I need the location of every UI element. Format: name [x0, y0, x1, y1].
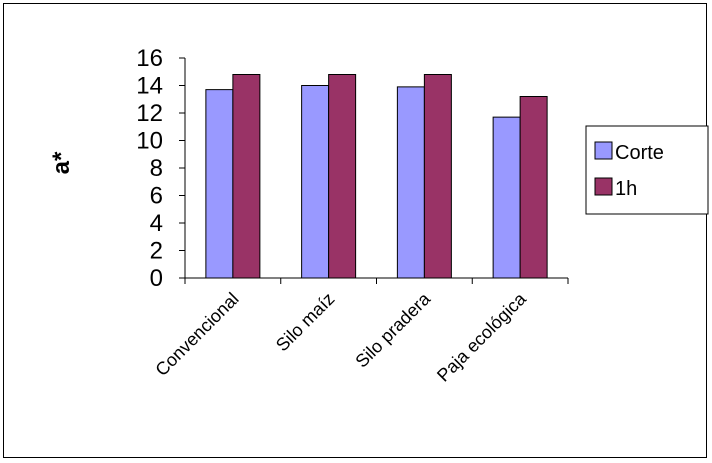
bar-1h-4: [519, 96, 548, 279]
bars-group: [205, 74, 548, 279]
y-tick-label-0: 0: [150, 265, 163, 292]
x-tick-label-2: Silo maíz: [272, 289, 338, 355]
y-axis-label: a*: [48, 151, 75, 174]
bar-corte-1: [205, 89, 234, 279]
bar-1h-3: [423, 74, 452, 279]
y-tick-label-6: 6: [150, 183, 163, 210]
bar-corte-3: [396, 86, 425, 279]
y-tick-label-12: 12: [136, 100, 163, 127]
bar-corte-4: [492, 116, 521, 279]
legend-swatch-1h: [594, 177, 613, 196]
y-tick-label-4: 4: [150, 210, 163, 237]
legend-swatch-corte: [594, 141, 613, 160]
legend: Corte 1h: [585, 125, 709, 215]
x-tick-label-4: Paja ecológica: [433, 288, 531, 386]
y-tick-label-2: 2: [150, 238, 163, 265]
legend-label-1h: 1h: [615, 178, 637, 200]
bar-1h-2: [328, 74, 357, 279]
x-tick-label-3: Silo pradera: [351, 288, 434, 371]
y-tick-label-8: 8: [150, 155, 163, 182]
y-tick-label-10: 10: [136, 128, 163, 155]
bar-corte-2: [301, 85, 330, 279]
legend-box: [585, 125, 709, 215]
x-tick-label-1: Convencional: [151, 289, 242, 380]
bar-1h-1: [232, 74, 261, 279]
legend-label-corte: Corte: [615, 142, 664, 164]
y-tick-label-14: 14: [136, 73, 163, 100]
y-tick-label-16: 16: [136, 45, 163, 72]
